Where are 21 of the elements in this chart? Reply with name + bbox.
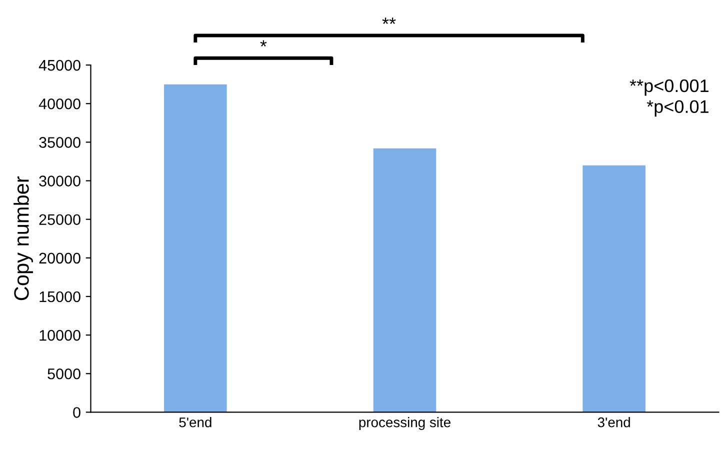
y-tick-label: 20000 [39,252,80,264]
y-tick-label: 30000 [39,176,80,186]
bar [582,165,646,412]
x-tick-label: 3'end [598,417,630,428]
x-tick-label: processing site [359,417,450,430]
y-tick-label: 35000 [39,137,80,148]
annotation: *p<0.01 [646,100,708,117]
text: * [260,40,267,47]
bar [373,148,436,412]
y-tick-label: 10000 [40,330,80,341]
y-tick-label: 45000 [38,60,80,71]
bar [164,84,227,412]
y-tick-label: 0 [73,407,80,418]
x-tick-label: 5'end [179,417,212,428]
y-tick-label: 15000 [40,291,80,302]
y-tick-label: 40000 [38,98,80,110]
y-tick-label: 5000 [48,368,80,380]
text: ** [382,18,396,24]
y-axis-title: Copy number [14,176,33,300]
y-tick-label: 25000 [39,214,80,226]
annotation: **p<0.001 [630,79,708,96]
